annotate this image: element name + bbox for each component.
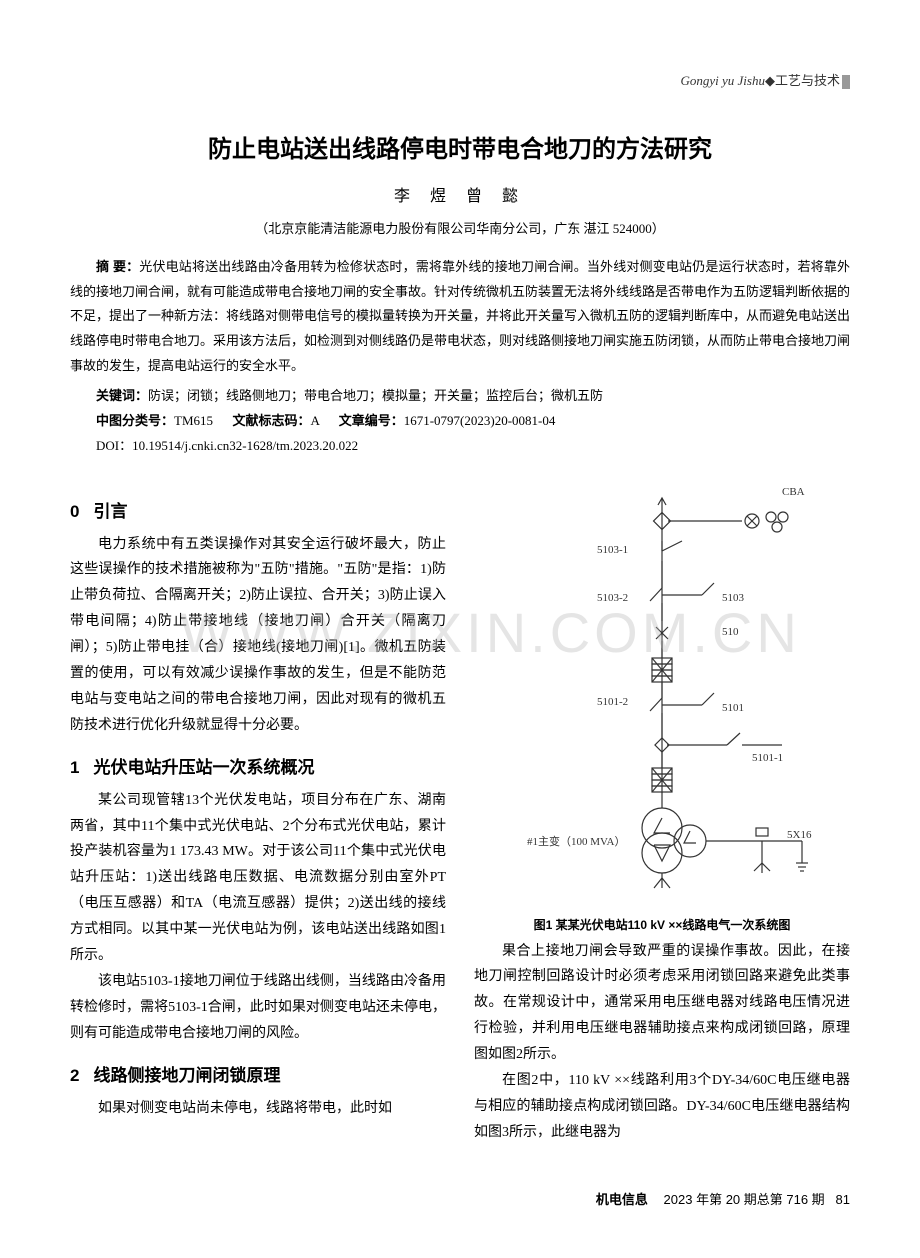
- section-2-num: 2: [70, 1066, 79, 1085]
- section-0-heading: 0 引言: [70, 497, 446, 522]
- article-id-label: 文章编号：: [339, 413, 404, 428]
- footer-journal: 机电信息: [596, 1192, 648, 1207]
- clc-value: TM615: [174, 413, 213, 428]
- doi-label: DOI：: [96, 438, 132, 453]
- figure-1: CBA 5103-1: [474, 483, 850, 908]
- section-2-p1: 如果对侧变电站尚未停电，线路将带电，此时如: [70, 1096, 446, 1122]
- label-5101-1: 5101-1: [752, 752, 783, 764]
- keywords-label: 关键词：: [96, 388, 148, 403]
- right-p2: 在图2中，110 kV ××线路利用3个DY-34/60C电压继电器与相应的辅助…: [474, 1068, 850, 1146]
- label-510: 510: [722, 626, 739, 638]
- section-1-p1: 某公司现管辖13个光伏发电站，项目分布在广东、湖南两省，其中11个集中式光伏电站…: [70, 788, 446, 969]
- affiliation: （北京京能清洁能源电力股份有限公司华南分公司，广东 湛江 524000）: [70, 218, 850, 237]
- header-cn: 工艺与技术: [775, 73, 840, 88]
- section-1-p2: 该电站5103-1接地刀闸位于线路出线侧，当线路由冷备用转检修时，需将5103-…: [70, 969, 446, 1047]
- label-5103: 5103: [722, 592, 745, 604]
- doc-code-label: 文献标志码：: [233, 413, 311, 428]
- section-2-heading: 2 线路侧接地刀闸闭锁原理: [70, 1061, 446, 1086]
- doc-code-value: A: [311, 413, 320, 428]
- abstract-text: 光伏电站将送出线路由冷备用转为检修状态时，需将靠外线的接地刀闸合闸。当外线对侧变…: [70, 259, 850, 373]
- header-pinyin: Gongyi yu Jishu: [681, 73, 765, 88]
- label-5101-2: 5101-2: [597, 696, 628, 708]
- section-1-num: 1: [70, 758, 79, 777]
- label-5103-1: 5103-1: [597, 544, 628, 556]
- header-diamond: ◆: [765, 73, 775, 88]
- figure-1-caption: 图1 某某光伏电站110 kV ××线路电气一次系统图: [474, 916, 850, 933]
- right-column: CBA 5103-1: [474, 483, 850, 1146]
- page-footer: 机电信息 2023 年第 20 期总第 716 期 81: [596, 1189, 850, 1208]
- header-marker-icon: [842, 75, 850, 89]
- abstract-label: 摘 要：: [96, 259, 139, 274]
- page-header: Gongyi yu Jishu◆工艺与技术: [70, 70, 850, 89]
- article-id-value: 1671-0797(2023)20-0081-04: [404, 413, 556, 428]
- section-1-title: 光伏电站升压站一次系统概况: [93, 758, 314, 777]
- right-p1: 果合上接地刀闸会导致严重的误操作事故。因此，在接地刀闸控制回路设计时必须考虑采用…: [474, 939, 850, 1068]
- section-1-heading: 1 光伏电站升压站一次系统概况: [70, 753, 446, 778]
- clc-label: 中图分类号：: [96, 413, 174, 428]
- left-column: 0 引言 电力系统中有五类误操作对其安全运行破坏最大，防止这些误操作的技术措施被称…: [70, 483, 446, 1146]
- label-cba: CBA: [782, 486, 805, 498]
- doi-value: 10.19514/j.cnki.cn32-1628/tm.2023.20.022: [132, 438, 358, 453]
- circuit-diagram-svg: CBA 5103-1: [482, 483, 842, 903]
- footer-issue: 2023 年第 20 期总第 716 期: [664, 1192, 825, 1207]
- label-5101: 5101: [722, 702, 744, 714]
- article-title: 防止电站送出线路停电时带电合地刀的方法研究: [70, 129, 850, 164]
- label-5x16: 5X16: [787, 829, 812, 841]
- section-0-title: 引言: [93, 502, 127, 521]
- authors: 李 煜 曾 懿: [70, 182, 850, 206]
- keywords-line: 关键词：防误；闭锁；线路侧地刀；带电合地刀；模拟量；开关量；监控后台；微机五防: [70, 384, 850, 409]
- section-0-num: 0: [70, 502, 79, 521]
- footer-page: 81: [836, 1192, 850, 1207]
- section-0-p1: 电力系统中有五类误操作对其安全运行破坏最大，防止这些误操作的技术措施被称为"五防…: [70, 532, 446, 739]
- abstract: 摘 要：光伏电站将送出线路由冷备用转为检修状态时，需将靠外线的接地刀闸合闸。当外…: [70, 255, 850, 378]
- two-column-layout: 0 引言 电力系统中有五类误操作对其安全运行破坏最大，防止这些误操作的技术措施被称…: [70, 483, 850, 1146]
- section-2-title: 线路侧接地刀闸闭锁原理: [93, 1066, 280, 1085]
- doi-line: DOI：10.19514/j.cnki.cn32-1628/tm.2023.20…: [70, 434, 850, 459]
- keywords-text: 防误；闭锁；线路侧地刀；带电合地刀；模拟量；开关量；监控后台；微机五防: [148, 388, 603, 403]
- label-transformer: #1主变（100 MVA）: [527, 834, 626, 848]
- classification-line: 中图分类号：TM615 文献标志码：A 文章编号：1671-0797(2023)…: [70, 409, 850, 434]
- label-5103-2: 5103-2: [597, 592, 628, 604]
